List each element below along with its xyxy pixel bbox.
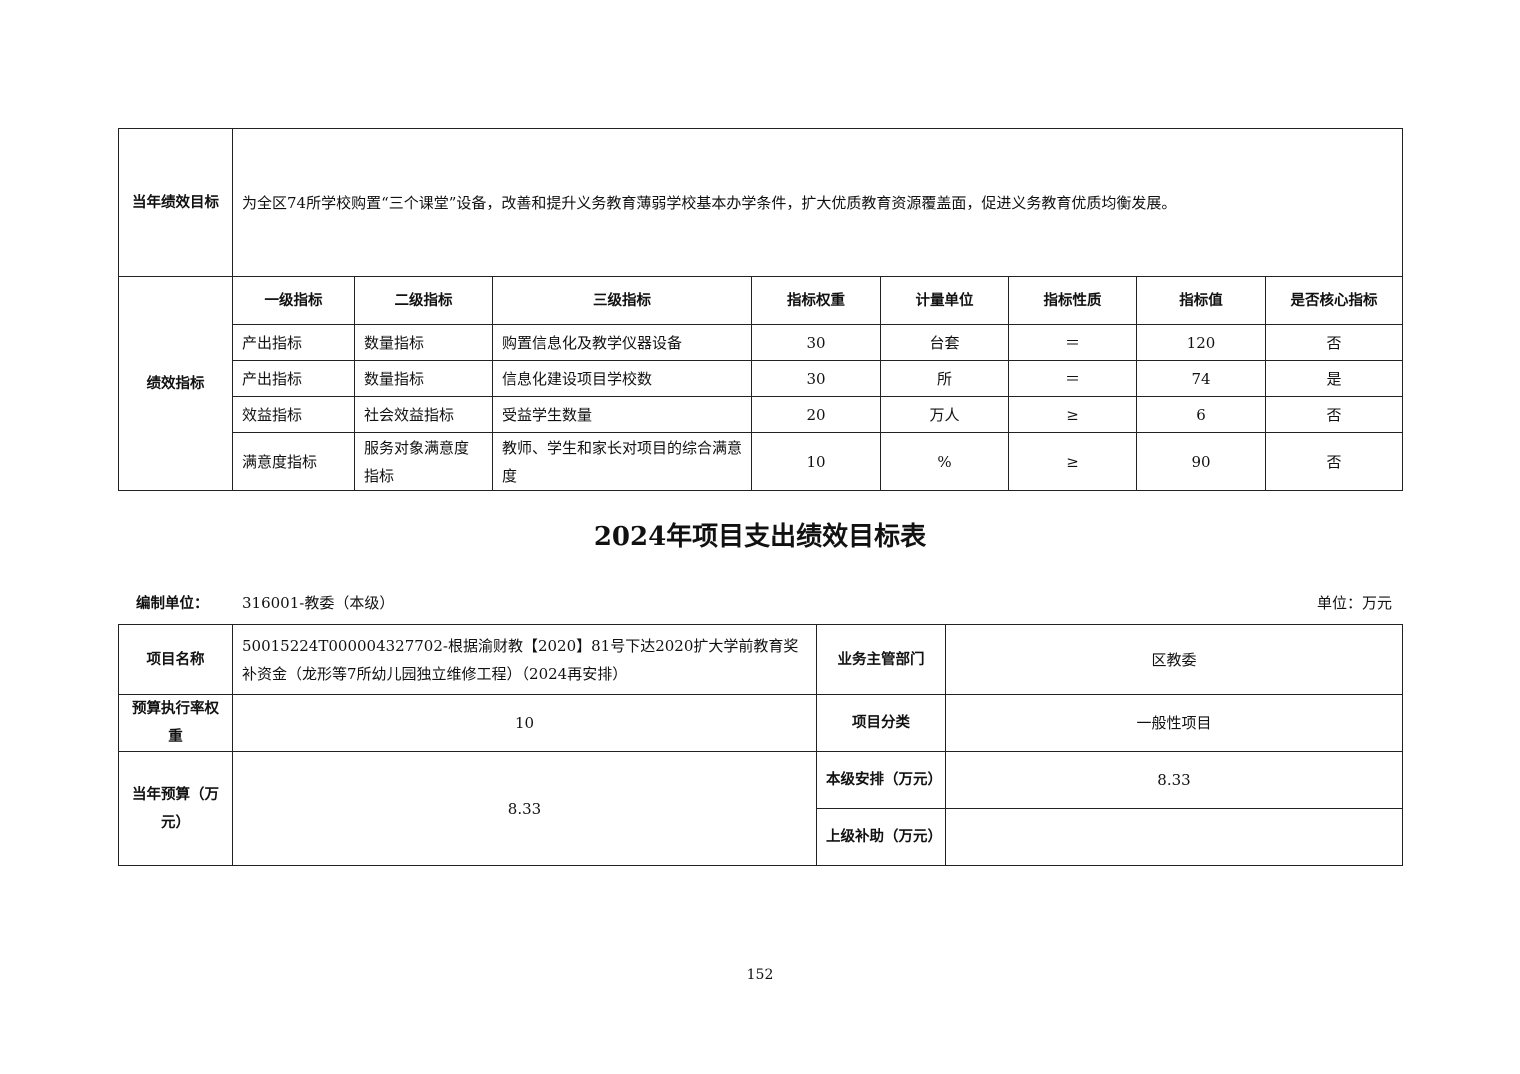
cell: 30 [751, 324, 881, 361]
table-row: 满意度指标 服务对象满意度指标 教师、学生和家长对项目的综合满意度 10 % ≥… [119, 432, 1404, 491]
goal-label: 当年绩效目标 [118, 128, 233, 277]
cell: 6 [1136, 396, 1266, 433]
header-cell: 指标值 [1136, 276, 1266, 325]
cell: 教师、学生和家长对项目的综合满意度 [492, 432, 752, 491]
project-info-table: 项目名称 50015224T000004327702-根据渝财教【2020】81… [118, 624, 1403, 866]
header-cell: 二级指标 [354, 276, 493, 325]
cell: 数量指标 [354, 324, 493, 361]
cell: 否 [1264, 324, 1404, 361]
cell: 74 [1136, 360, 1266, 397]
table-row: 产出指标 数量指标 购置信息化及教学仪器设备 30 台套 ＝ 120 否 [119, 324, 1404, 361]
table-row: 产出指标 数量指标 信息化建设项目学校数 30 所 ＝ 74 是 [119, 360, 1404, 397]
cell: 是 [1264, 360, 1404, 397]
dept-value: 区教委 [945, 624, 1403, 695]
category-label: 项目分类 [816, 694, 946, 752]
cell: 20 [751, 396, 881, 433]
rate-value: 10 [232, 694, 817, 752]
unit-label: 单位：万元 [1316, 594, 1392, 612]
project-name-value: 50015224T000004327702-根据渝财教【2020】81号下达20… [232, 624, 817, 695]
cell: 信息化建设项目学校数 [492, 360, 752, 397]
table-row: 效益指标 社会效益指标 受益学生数量 20 万人 ≥ 6 否 [119, 396, 1404, 433]
cell: ≥ [1008, 432, 1137, 491]
cell: 120 [1136, 324, 1266, 361]
cell: 满意度指标 [232, 432, 355, 491]
page-title: 2024年项目支出绩效目标表 [593, 522, 927, 552]
budget-label: 当年预算（万元） [118, 751, 233, 866]
cell: 数量指标 [354, 360, 493, 397]
project-name-label: 项目名称 [118, 624, 233, 695]
cell: 30 [751, 360, 881, 397]
category-value: 一般性项目 [945, 694, 1403, 752]
header-cell: 指标性质 [1008, 276, 1137, 325]
cell: 否 [1264, 432, 1404, 491]
page-number: 152 [746, 967, 774, 983]
cell: 产出指标 [232, 324, 355, 361]
header-cell: 是否核心指标 [1264, 276, 1404, 325]
cell: 产出指标 [232, 360, 355, 397]
local-value: 8.33 [945, 751, 1403, 809]
cell: ≥ [1008, 396, 1137, 433]
cell: 否 [1264, 396, 1404, 433]
cell: 万人 [880, 396, 1009, 433]
cell: % [880, 432, 1009, 491]
budget-value: 8.33 [232, 751, 817, 866]
cell: 效益指标 [232, 396, 355, 433]
cell: 10 [751, 432, 881, 491]
rate-label: 预算执行率权重 [118, 694, 233, 752]
org-value: 316001-教委（本级） [242, 594, 395, 612]
upper-label: 上级补助（万元） [816, 808, 946, 866]
cell: 所 [880, 360, 1009, 397]
cell: 社会效益指标 [354, 396, 493, 433]
cell: 受益学生数量 [492, 396, 752, 433]
org-label: 编制单位： [136, 596, 209, 612]
cell: 购置信息化及教学仪器设备 [492, 324, 752, 361]
dept-label: 业务主管部门 [816, 624, 946, 695]
upper-value [945, 808, 1403, 866]
header-cell: 三级指标 [492, 276, 752, 325]
header-cell: 指标权重 [751, 276, 881, 325]
performance-indicator-table: 当年绩效目标 为全区74所学校购置“三个课堂”设备，改善和提升义务教育薄弱学校基… [118, 128, 1404, 491]
header-cell: 计量单位 [880, 276, 1009, 325]
cell: 90 [1136, 432, 1266, 491]
header-cell: 一级指标 [232, 276, 355, 325]
cell: 服务对象满意度指标 [354, 432, 493, 491]
goal-text: 为全区74所学校购置“三个课堂”设备，改善和提升义务教育薄弱学校基本办学条件，扩… [231, 128, 1404, 277]
cell: 台套 [880, 324, 1009, 361]
indicators-label: 绩效指标 [118, 276, 233, 491]
local-label: 本级安排（万元） [816, 751, 946, 809]
cell: ＝ [1008, 324, 1137, 361]
cell: ＝ [1008, 360, 1137, 397]
